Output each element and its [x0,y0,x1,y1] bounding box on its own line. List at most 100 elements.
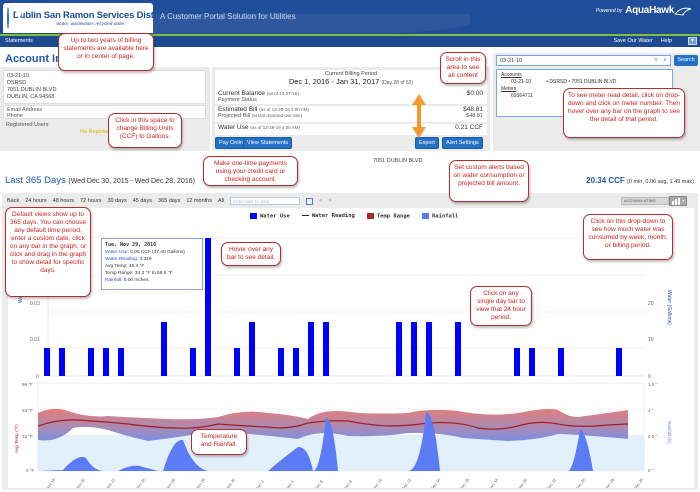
estimated-bill-value: $48.81 [463,106,483,113]
range-12-months[interactable]: 12 months [186,198,212,204]
legend-rainfall[interactable]: Rainfall [421,213,459,220]
projected-bill-note: (at last reported use rate) [251,113,303,118]
svg-text:32 °F: 32 °F [22,434,33,439]
legend-rainfall-label: Rainfall [431,213,459,220]
range-365-days[interactable]: 365 days [157,198,181,204]
meter-address: 7051 DUBLIN BLVD [373,158,423,164]
account-card: 03-21-10 DSRSD 7051 DUBLIN BLVD DUBLIN, … [3,70,206,104]
bar-chart-icon [672,198,685,205]
svg-text:Nov 28: Nov 28 [195,477,207,488]
svg-text:Rainfall (in): Rainfall (in) [667,421,672,444]
logo-subtitle: Water, wastewater, recycled water [56,21,125,26]
nav-statements[interactable]: Statements [5,38,33,44]
nav-save-our-water[interactable]: Save Our Water [613,38,653,44]
next-button[interactable]: > [328,198,332,204]
water-use-row[interactable]: Water Use (as of 12-28-16 4:00 AM) 0.21 … [215,124,487,135]
svg-text:0.01: 0.01 [30,337,40,343]
pay-online-button[interactable]: Pay Online [215,137,250,149]
svg-text:96 °F: 96 °F [22,382,33,387]
svg-text:0 ": 0 " [648,468,654,473]
tooltip-rainfall: 0.00 Inches [123,278,149,283]
chevron-down-icon: ▾ [690,38,694,44]
avg-temp-line [37,419,629,430]
billing-period-header: Current Billing Period Dec 1, 2016 - Jan… [215,70,487,90]
tagline: A Customer Portal Solution for Utilities [160,12,296,21]
powered-by-label: Powered by [595,7,623,14]
svg-text:Nov 26: Nov 26 [165,477,177,488]
prev-button[interactable]: < [319,198,323,204]
range-all[interactable]: All [218,198,225,204]
email-label: Email Address [7,107,43,113]
legend-temp-range-label: Temp Range [376,213,410,220]
usage-chart[interactable]: 0 0.01 0.03 0 10 20 Water (CCF) Water (G… [8,208,694,488]
accumulating-label: ACCUMULATING [621,197,669,205]
nav-help[interactable]: Help [660,38,672,44]
district-logo[interactable]: Dublin San Ramon Services District Water… [3,3,168,33]
alert-settings-button[interactable]: Alert Settings [442,137,483,149]
legend-water-use[interactable]: Water Use [250,213,290,220]
calendar-icon[interactable] [306,197,314,205]
nav-menu-dropdown[interactable]: ▾ [688,37,697,45]
svg-text:Dec 18: Dec 18 [488,477,500,488]
projected-bill-label: Projected Bill [218,113,251,119]
svg-text:Dec 12: Dec 12 [401,477,413,488]
projected-bill-value: $48.81 [466,113,483,119]
meters-heading: Meters [501,86,517,92]
svg-text:1.5 ": 1.5 " [648,382,658,387]
bar-tooltip: Tue, Nov 29, 2016 Water Use: 0.05 CCF (3… [101,238,203,290]
tooltip-water-reading-label: Water Reading: [105,257,139,262]
billing-period-label: Current Billing Period [325,71,377,77]
svg-text:Dec 4: Dec 4 [285,479,296,488]
callout-scroll: Scroll in this area to see all content [440,52,486,84]
account-name: DSRSD [7,80,27,86]
clear-icon[interactable]: × [653,57,658,64]
water-reading-line-icon [301,215,309,216]
svg-text:Nov 30: Nov 30 [225,477,237,488]
range-back[interactable]: Back [7,198,20,204]
water-use-label: Water Use [218,124,249,131]
export-button[interactable]: Export [415,137,439,149]
account-search-input[interactable]: 03-21-10 × ∨ [496,55,671,66]
chart-area[interactable]: 0 0.01 0.03 0 10 20 Water (CCF) Water (G… [8,208,694,488]
range-48-hours[interactable]: 48 hours [52,198,75,204]
time-range-toolbar: Back 24 hours 48 hours 72 hours 30 days … [7,197,332,205]
legend-temp-range[interactable]: Temp Range [366,213,410,220]
view-statements-button[interactable]: View Statements [243,137,293,149]
range-72-hours[interactable]: 72 hours [80,198,102,204]
water-use-value[interactable]: 0.21 CCF [455,124,483,131]
current-balance-row: Current Balance (as of 12-27-16) $0.00 P… [215,90,487,104]
logo-title: Dublin San Ramon Services District [13,10,168,21]
header-divider [0,34,700,36]
range-30-days[interactable]: 30 days [107,198,127,204]
account-address2: DUBLIN, CA 94568 [7,94,55,100]
callout-dropdown: Click on this drop-down to see how much … [583,214,673,260]
svg-text:Nov 24: Nov 24 [135,477,147,488]
account-number: 03-21-10 [7,73,30,79]
svg-text:Dec 14: Dec 14 [430,477,442,488]
meter-option[interactable]: 69364711 [511,93,533,99]
aquahawk-logo: AquaHawk [625,5,674,16]
chart-interval-dropdown[interactable] [669,196,687,206]
estimated-bill-asof: (as of 12-28-16 4:00 AM) [259,107,309,112]
range-45-days[interactable]: 45 days [132,198,152,204]
range-total: 20.34 CCF (0 min, 0.06 avg, 1.49 max) [586,176,694,185]
callout-meter-detail: To see meter read detail, click on drop-… [563,88,685,138]
account-option[interactable]: 03-21-10 • DSRSD • 7051 DUBLIN BLVD [501,79,668,86]
chevron-down-icon[interactable]: ∨ [662,57,667,63]
temp-range-area [38,408,628,441]
tooltip-date: Tue, Nov 29, 2016 [105,242,157,248]
range-24-hours[interactable]: 24 hours [25,198,47,204]
legend-water-reading-label: Water Reading [311,213,355,219]
nav-bar: Statements Save Our Water Help ▾ [0,36,700,47]
search-value: 03-21-10 [500,58,523,64]
chart-legend: Water Use Water Reading Temp Range Rainf… [250,213,458,220]
registered-users-label: Registered Users [6,122,49,128]
tooltip-rainfall-label: Rainfall: [105,278,123,283]
no-registered-users: No Registered Users [80,129,132,135]
date-input[interactable]: Enter date to view [230,197,301,205]
current-balance-value: $0.00 [466,90,483,97]
svg-text:Avg Temp (°F): Avg Temp (°F) [14,424,19,453]
svg-text:Dec 10: Dec 10 [372,477,384,488]
legend-water-reading[interactable]: Water Reading [301,213,355,220]
search-button[interactable]: Search [674,55,698,66]
